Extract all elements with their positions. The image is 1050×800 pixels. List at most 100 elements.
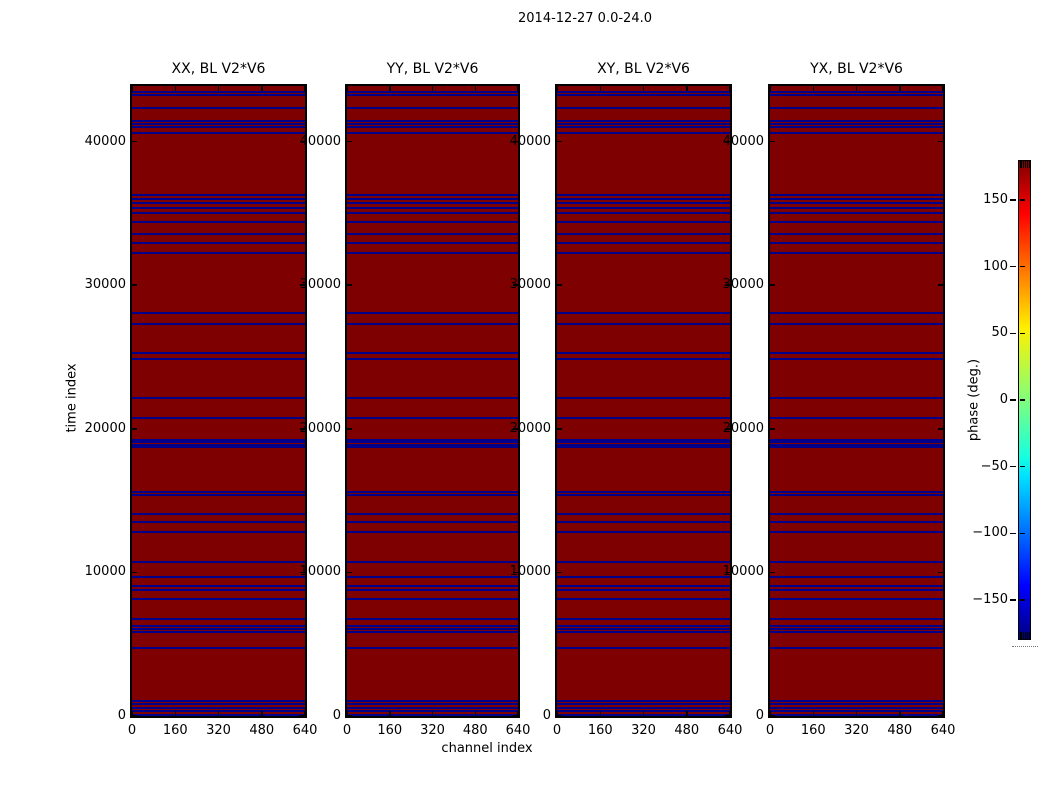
x-tick-label: 320 [420, 723, 445, 738]
flagged-row-stripe [132, 202, 305, 205]
flagged-row-stripe [770, 584, 943, 587]
flagged-row-stripe [770, 119, 943, 122]
x-axis-tick [729, 86, 731, 91]
flagged-row-stripe [557, 202, 730, 205]
flagged-row-stripe [132, 700, 305, 703]
colorbar-tick [1019, 332, 1025, 335]
flagged-row-stripe [770, 202, 943, 205]
colorbar [1018, 160, 1031, 640]
flagged-row-stripe [347, 106, 518, 109]
y-axis-tick [938, 428, 943, 430]
flagged-row-stripe [770, 531, 943, 534]
flagged-row-stripe [347, 443, 518, 446]
y-axis-tick [557, 571, 562, 574]
y-axis-tick [513, 715, 518, 717]
flagged-row-stripe [557, 441, 730, 444]
flagged-row-stripe [132, 521, 305, 524]
colorbar-tick [1010, 199, 1016, 201]
flagged-row-stripe [770, 125, 943, 128]
flagged-row-stripe [557, 560, 730, 563]
flagged-row-stripe [132, 630, 305, 633]
flagged-row-stripe [132, 513, 305, 516]
x-axis-tick [642, 711, 645, 716]
heatmap-panel [345, 84, 520, 718]
flagged-row-stripe [347, 560, 518, 563]
y-axis-tick [770, 715, 775, 717]
flagged-row-stripe [347, 233, 518, 236]
flagged-row-stripe [132, 93, 305, 96]
colorbar-tick-label: 0 [999, 392, 1008, 407]
flagged-row-stripe [770, 106, 943, 109]
x-tick-label: 640 [505, 723, 531, 738]
y-tick-label: 20000 [509, 420, 551, 436]
flagged-row-stripe [347, 584, 518, 587]
x-axis-tick [686, 711, 688, 716]
x-axis-tick [812, 86, 814, 91]
flagged-row-stripe [557, 597, 730, 600]
y-axis-tick [132, 428, 137, 430]
flagged-row-stripe [347, 709, 518, 712]
x-axis-tick [769, 86, 771, 91]
flagged-row-stripe [770, 212, 943, 215]
flagged-row-stripe [770, 233, 943, 236]
y-axis-tick [347, 428, 352, 430]
flagged-row-stripe [347, 194, 518, 197]
flagged-row-stripe [347, 207, 518, 210]
flagged-row-stripe [132, 131, 305, 134]
y-tick-label: 30000 [722, 277, 764, 293]
flagged-row-stripe [132, 119, 305, 122]
x-axis-label: channel index [441, 741, 533, 756]
colorbar-underflow-tick [1025, 632, 1027, 639]
flagged-row-stripe [347, 521, 518, 524]
colorbar-tick [1019, 199, 1025, 201]
flagged-row-stripe [347, 122, 518, 125]
panel-title: XX, BL V2*V6 [171, 61, 266, 77]
flagged-row-stripe [132, 198, 305, 201]
x-tick-label: 320 [206, 723, 231, 738]
y-axis-tick [938, 284, 943, 286]
flagged-row-stripe [770, 441, 943, 444]
y-axis-tick [347, 715, 352, 717]
y-tick-label: 20000 [722, 420, 764, 436]
x-axis-tick [855, 711, 858, 716]
colorbar-tick [1019, 465, 1025, 468]
panel-title: YX, BL V2*V6 [810, 61, 903, 77]
x-axis-tick [304, 711, 306, 716]
flagged-row-stripe [770, 703, 943, 706]
colorbar-overflow-tick [1027, 161, 1029, 168]
colorbar-tick-label: 100 [983, 258, 1008, 274]
flagged-row-stripe [132, 220, 305, 223]
flagged-row-stripe [770, 617, 943, 620]
flagged-row-stripe [347, 311, 518, 314]
y-axis-tick [725, 571, 730, 574]
flagged-row-stripe [347, 198, 518, 201]
flagged-row-stripe [557, 416, 730, 419]
colorbar-tick [1019, 532, 1025, 535]
flagged-row-stripe [770, 131, 943, 134]
flagged-row-stripe [132, 707, 305, 710]
flagged-row-stripe [347, 220, 518, 223]
y-axis-tick [725, 428, 730, 430]
flagged-row-stripe [132, 91, 305, 94]
x-axis-tick [474, 711, 476, 716]
flagged-row-stripe [770, 588, 943, 591]
flagged-row-stripe [557, 438, 730, 441]
y-tick-label: 40000 [722, 133, 764, 149]
flagged-row-stripe [347, 242, 518, 244]
flagged-row-stripe [347, 445, 518, 448]
colorbar-tick-label: −50 [980, 458, 1008, 474]
flagged-row-stripe [557, 122, 730, 125]
flagged-row-stripe [132, 627, 305, 630]
flagged-row-stripe [132, 106, 305, 109]
x-axis-tick [556, 86, 558, 91]
flagged-row-stripe [557, 91, 730, 94]
y-tick-label: 40000 [84, 133, 126, 149]
panel-title: YY, BL V2*V6 [386, 61, 479, 77]
colorbar-underflow-tick [1027, 632, 1029, 639]
flagged-row-stripe [557, 531, 730, 534]
y-axis-tick [770, 140, 775, 143]
flagged-row-stripe [347, 397, 518, 400]
flagged-row-stripe [557, 513, 730, 516]
flagged-row-stripe [770, 493, 943, 496]
colorbar-underflow-tick [1023, 632, 1025, 639]
